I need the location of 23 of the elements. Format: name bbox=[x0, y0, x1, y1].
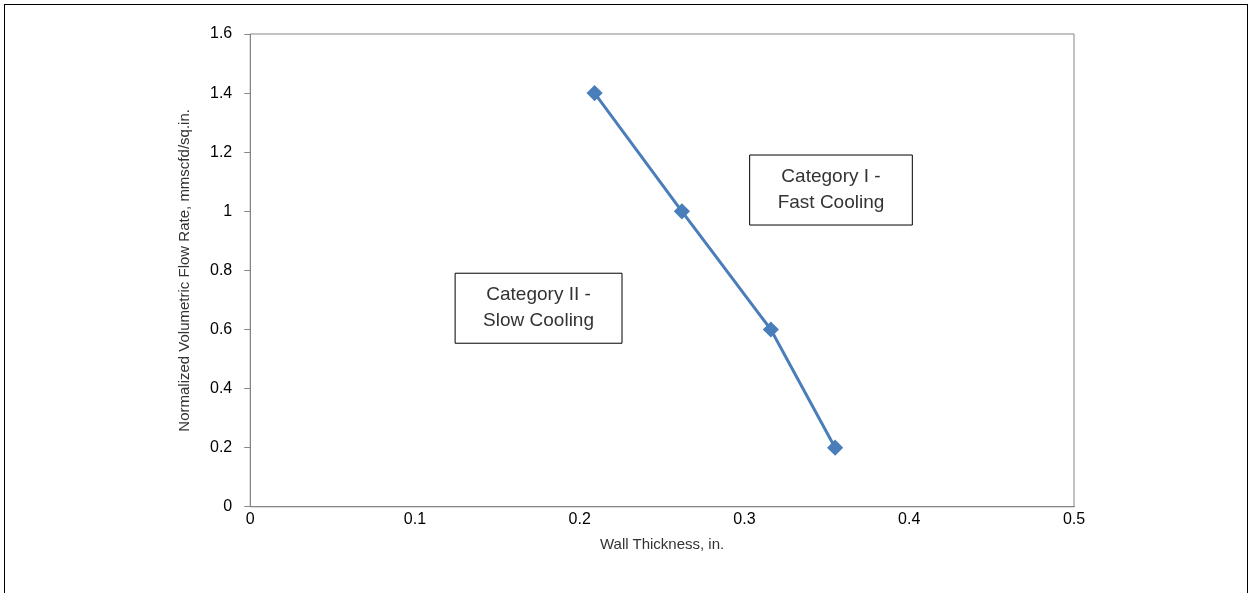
y-tick-label: 1 bbox=[223, 201, 233, 219]
x-tick-label: 0.2 bbox=[568, 509, 591, 527]
point bbox=[827, 440, 843, 456]
x-tick-label: 0.5 bbox=[1062, 509, 1086, 527]
x-tick-label: 0.1 bbox=[403, 509, 427, 527]
y-tick-label: 1.6 bbox=[209, 24, 233, 42]
point bbox=[674, 203, 690, 219]
y-tick-label: 1.4 bbox=[209, 83, 233, 101]
point bbox=[763, 322, 779, 337]
x-tick-label: 0.4 bbox=[898, 509, 921, 527]
annotation: Category I - Fast Cooling bbox=[777, 165, 885, 213]
point bbox=[587, 85, 603, 101]
y-tick-label: 0.2 bbox=[209, 438, 233, 456]
annotation: Category II - Slow Cooling bbox=[483, 283, 595, 331]
y-tick-label: 0.6 bbox=[209, 319, 233, 337]
y-tick-label: 0.4 bbox=[209, 379, 233, 397]
x-tick-label: 0 bbox=[245, 509, 255, 527]
y-tick-label: 0 bbox=[223, 497, 233, 515]
y-tick-label: 0.8 bbox=[209, 260, 233, 278]
x-tick-label: 0.3 bbox=[733, 509, 756, 527]
y-axis-title: Normalized Volumetric Flow Rate, mmscfd/sq.in. bbox=[175, 109, 193, 432]
x-axis-title: Wall Thickness, in. bbox=[600, 535, 725, 553]
y-tick-label: 1.2 bbox=[209, 142, 233, 160]
